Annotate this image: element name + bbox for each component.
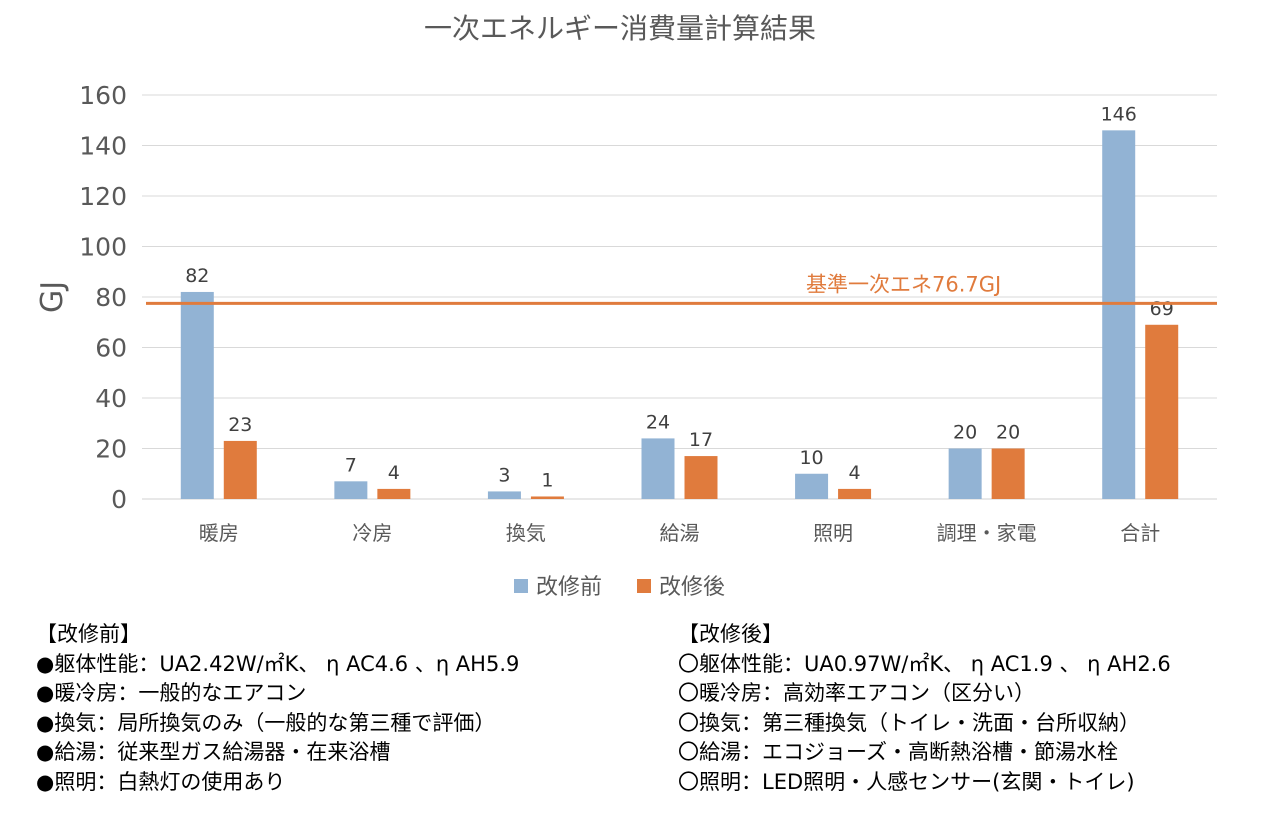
bar-value-label: 1: [541, 469, 553, 491]
bar-value-label: 146: [1101, 103, 1137, 125]
chart-title: 一次エネルギー消費量計算結果: [424, 12, 816, 45]
notes-before-line: ●換気：局所換気のみ（一般的な第三種で評価）: [36, 710, 496, 735]
bar-value-label: 17: [689, 429, 713, 451]
bar-after: [377, 488, 411, 499]
bar-value-label: 4: [388, 462, 400, 484]
x-tick-label: 換気: [506, 521, 546, 545]
x-tick-label: 給湯: [660, 521, 700, 545]
legend: 改修前 改修後: [514, 575, 725, 600]
notes-before-heading: 【改修前】: [36, 622, 141, 646]
y-tick-label: 140: [79, 132, 127, 161]
x-tick-label: 暖房: [199, 521, 239, 545]
bar-value-label: 82: [185, 265, 209, 287]
bar-before: [487, 491, 521, 499]
x-tick-label: 照明: [813, 521, 853, 545]
notes-before-line: ●照明：白熱灯の使用あり: [36, 769, 286, 794]
y-tick-label: 100: [79, 233, 127, 262]
grid-lines: [142, 94, 1217, 500]
notes-after: 【改修後】 〇躯体性能：UA0.97W/㎡K、 η AC1.9 、 η AH2.…: [678, 620, 1171, 797]
bar-after: [991, 448, 1025, 499]
bar-after: [838, 488, 872, 499]
bar-value-label: 24: [646, 411, 670, 433]
y-tick-label: 0: [111, 485, 127, 514]
y-tick-label: 20: [95, 435, 127, 464]
bar-before: [1102, 130, 1136, 499]
bar-after: [1145, 324, 1179, 499]
bar-after: [530, 496, 564, 499]
bar-value-label: 69: [1150, 298, 1174, 320]
bar-before: [641, 438, 675, 499]
y-tick-label: 120: [79, 182, 127, 211]
bars: [180, 130, 1179, 499]
x-tick-label: 合計: [1120, 521, 1160, 545]
notes-before-line: ●給湯：従来型ガス給湯器・在来浴槽: [36, 740, 391, 764]
x-axis-labels: 暖房 冷房 換気 給湯 照明 調理・家電 合計: [199, 521, 1160, 545]
legend-swatch: [514, 579, 528, 593]
notes-before: 【改修前】 ●躯体性能：UA2.42W/㎡K、 η AC4.6 、η AH5.9…: [36, 620, 519, 797]
legend-label: 改修前: [536, 575, 602, 600]
y-tick-label: 60: [95, 334, 127, 363]
y-tick-label: 40: [95, 384, 127, 413]
y-axis-ticks: 0 20 40 60 80 100 120 140 160: [79, 81, 127, 514]
bar-before: [795, 473, 829, 499]
notes-before-line: ●躯体性能：UA2.42W/㎡K、 η AC4.6 、η AH5.9: [36, 651, 520, 676]
bar-value-label: 4: [849, 462, 861, 484]
bar-value-label: 20: [953, 422, 977, 444]
notes-after-line: 〇躯体性能：UA0.97W/㎡K、 η AC1.9 、 η AH2.6: [678, 651, 1171, 676]
legend-swatch: [637, 579, 651, 593]
bar-value-label: 23: [228, 414, 252, 436]
notes-after-line: 〇照明：LED照明・人感センサー(玄関・トイレ): [678, 769, 1135, 794]
notes-after-heading: 【改修後】: [678, 622, 783, 646]
y-axis-label: GJ: [35, 281, 70, 313]
bar-value-label: 7: [345, 454, 357, 476]
bar-value-label: 10: [799, 447, 823, 469]
y-tick-label: 160: [79, 81, 127, 110]
x-tick-label: 調理・家電: [937, 521, 1037, 545]
x-tick-label: 冷房: [352, 521, 392, 545]
reference-line-label: 基準一次エネ76.7GJ: [806, 272, 1001, 296]
notes-after-line: 〇給湯：エコジョーズ・高断熱浴槽・節湯水栓: [678, 740, 1118, 764]
notes-after-line: 〇暖冷房：高効率エアコン（区分い）: [678, 681, 1035, 705]
y-tick-label: 80: [95, 283, 127, 312]
bar-after: [684, 456, 718, 499]
bar-before: [334, 481, 368, 499]
bar-before: [180, 291, 214, 499]
bar-value-label: 20: [996, 422, 1020, 444]
bar-value-label: 3: [498, 464, 510, 486]
notes-before-line: ●暖冷房：一般的なエアコン: [36, 681, 307, 705]
legend-label: 改修後: [659, 575, 725, 600]
bar-before: [948, 448, 982, 499]
bar-after: [223, 440, 257, 499]
notes-after-line: 〇換気：第三種換気（トイレ・洗面・台所収納）: [678, 710, 1140, 735]
reference-line-group: 基準一次エネ76.7GJ: [146, 272, 1217, 305]
